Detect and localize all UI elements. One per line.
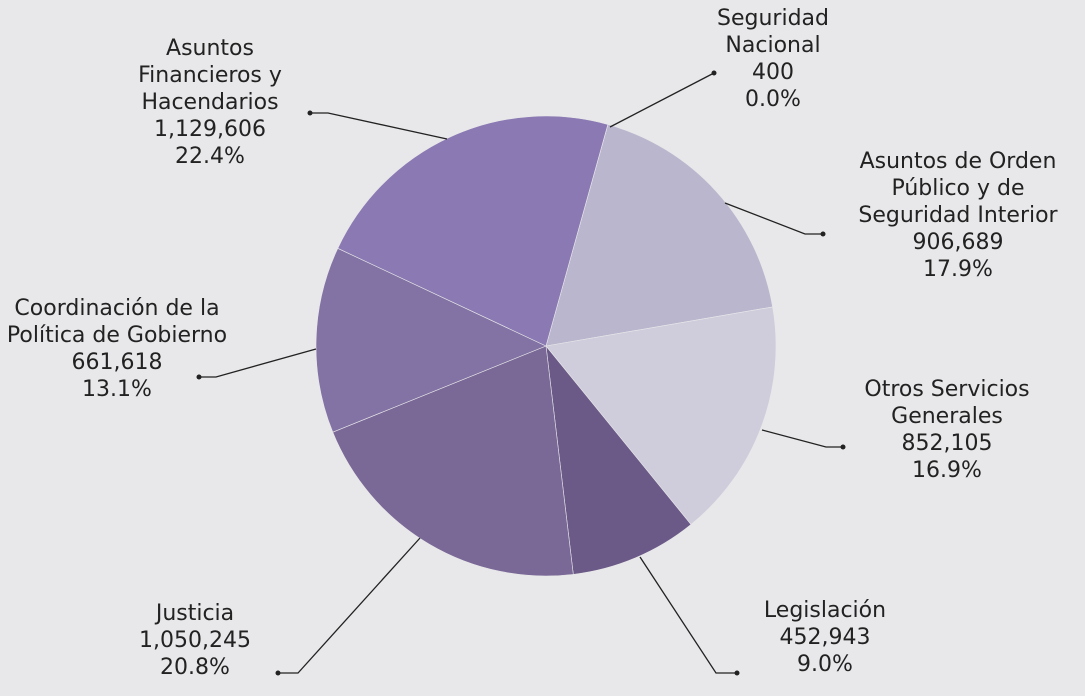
slice-label: Coordinación de la Política de Gobierno 6…: [6, 295, 228, 403]
slice-label: Asuntos Financieros y Hacendarios 1,129,6…: [110, 35, 310, 170]
leader-line: [761, 429, 843, 448]
value-label: 452,943: [779, 625, 871, 650]
percent-label: 16.9%: [912, 458, 982, 483]
leader-dot: [820, 231, 826, 237]
value-label: 852,105: [901, 431, 993, 456]
category-label: Seguridad Nacional: [717, 6, 829, 58]
pie-slice: [315, 247, 547, 433]
pie-slice: [332, 345, 574, 577]
value-label: 661,618: [71, 350, 163, 375]
leader-dot: [275, 670, 281, 676]
category-label: Asuntos Financieros y Hacendarios: [138, 36, 282, 115]
value-label: 1,129,606: [154, 117, 266, 142]
leader-line: [278, 537, 421, 674]
leader-dot: [840, 444, 846, 450]
pie-slice: [545, 306, 777, 525]
leader-dot: [711, 70, 717, 76]
category-label: Asuntos de Orden Público y de Seguridad …: [858, 149, 1058, 228]
slice-label: Otros Servicios Generales 852,105 16.9%: [842, 376, 1052, 484]
percent-label: 13.1%: [82, 377, 152, 402]
leader-line: [609, 72, 715, 128]
percent-label: 22.4%: [175, 144, 245, 169]
slice-label: Asuntos de Orden Público y de Seguridad …: [834, 148, 1082, 283]
pie-slice: [337, 115, 609, 347]
leader-line: [310, 112, 448, 140]
leader-dot: [196, 374, 202, 380]
percent-label: 9.0%: [797, 652, 853, 677]
percent-label: 0.0%: [745, 87, 801, 112]
percent-label: 17.9%: [923, 257, 993, 282]
category-label: Otros Servicios Generales: [864, 377, 1030, 429]
value-label: 400: [752, 60, 794, 85]
pie-slice: [545, 345, 692, 575]
pie-slice: [545, 124, 774, 347]
percent-label: 20.8%: [160, 655, 230, 680]
value-label: 1,050,245: [139, 628, 251, 653]
slice-label: Legislación 452,943 9.0%: [725, 597, 925, 678]
category-label: Justicia: [155, 601, 235, 626]
leader-dot: [734, 670, 740, 676]
leader-line: [199, 348, 317, 378]
leader-line: [724, 202, 823, 235]
category-label: Coordinación de la Política de Gobierno: [6, 296, 228, 348]
value-label: 906,689: [912, 230, 1004, 255]
leader-line: [639, 556, 737, 674]
leader-dot: [307, 110, 313, 116]
slice-label: Justicia 1,050,245 20.8%: [115, 600, 275, 681]
category-label: Legislación: [763, 598, 887, 623]
slice-label: Seguridad Nacional 400 0.0%: [698, 5, 848, 113]
